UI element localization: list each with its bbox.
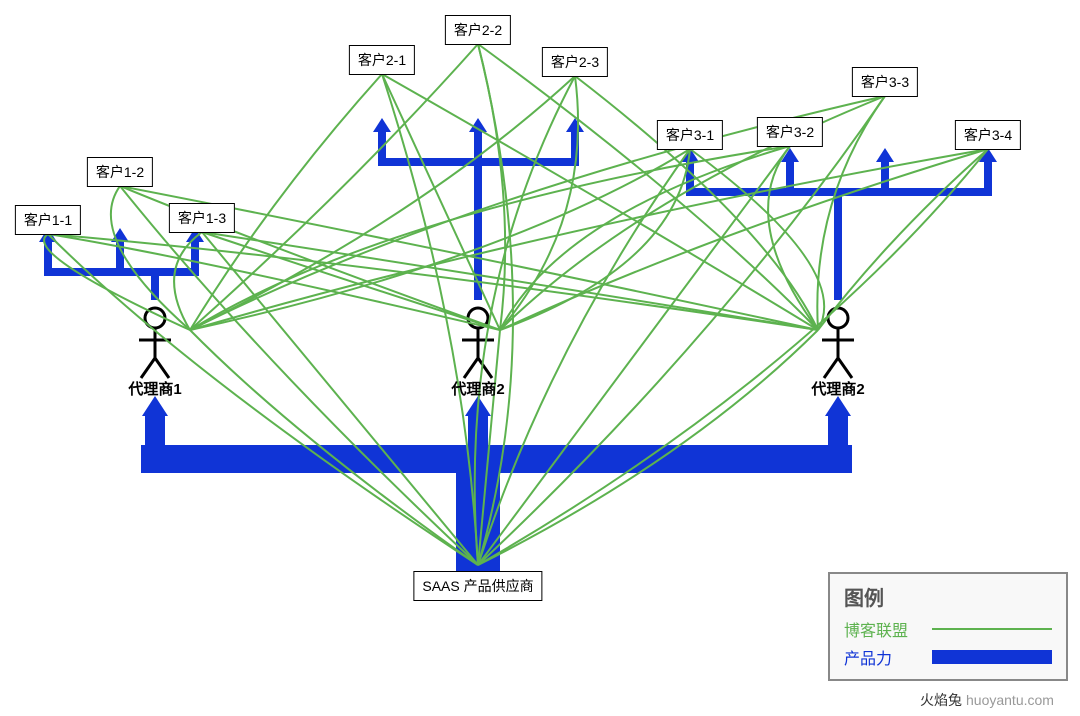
legend-label: 产品力 bbox=[844, 645, 914, 669]
customer-label: 客户1-3 bbox=[178, 210, 226, 226]
customer-label: 客户3-3 bbox=[861, 74, 909, 90]
legend-row: 博客联盟 bbox=[844, 617, 1052, 641]
agent-label-a2: 代理商2 bbox=[451, 378, 504, 399]
customer-label: 客户3-4 bbox=[964, 127, 1012, 143]
customer-label: 客户1-1 bbox=[24, 212, 72, 228]
trunk-horizontal bbox=[141, 445, 852, 473]
customer-box-c13: 客户1-3 bbox=[169, 203, 235, 233]
watermark-en: huoyantu.com bbox=[966, 692, 1054, 708]
customer-box-c32: 客户3-2 bbox=[757, 117, 823, 147]
customer-box-c33: 客户3-3 bbox=[852, 67, 918, 97]
watermark-cn: 火焰兔 bbox=[920, 694, 962, 709]
legend-label: 博客联盟 bbox=[844, 617, 914, 641]
legend-box: 图例 博客联盟产品力 bbox=[828, 572, 1068, 681]
diagram-canvas: { "canvas":{"w":1080,"h":716,"bg":"#ffff… bbox=[0, 0, 1080, 716]
customer-box-c34: 客户3-4 bbox=[955, 120, 1021, 150]
customer-label: 客户3-2 bbox=[766, 124, 814, 140]
legend-swatch bbox=[932, 628, 1052, 630]
customer-box-c11: 客户1-1 bbox=[15, 205, 81, 235]
watermark: 火焰兔 huoyantu.com bbox=[920, 690, 1054, 710]
agent-label-a1: 代理商1 bbox=[128, 378, 181, 399]
customer-label: 客户2-3 bbox=[551, 54, 599, 70]
supplier-box: SAAS 产品供应商 bbox=[413, 571, 542, 601]
customer-label: 客户2-1 bbox=[358, 52, 406, 68]
legend-swatch bbox=[932, 650, 1052, 664]
legend-row: 产品力 bbox=[844, 645, 1052, 669]
customer-box-c21: 客户2-1 bbox=[349, 45, 415, 75]
customer-box-c23: 客户2-3 bbox=[542, 47, 608, 77]
customer-box-c22: 客户2-2 bbox=[445, 15, 511, 45]
customer-label: 客户2-2 bbox=[454, 22, 502, 38]
customer-box-c12: 客户1-2 bbox=[87, 157, 153, 187]
customer-label: 客户3-1 bbox=[666, 127, 714, 143]
customer-box-c31: 客户3-1 bbox=[657, 120, 723, 150]
customer-label: 客户1-2 bbox=[96, 164, 144, 180]
supplier-label: SAAS 产品供应商 bbox=[422, 578, 533, 594]
legend-title: 图例 bbox=[844, 582, 1052, 611]
agent-label-a3: 代理商2 bbox=[811, 378, 864, 399]
